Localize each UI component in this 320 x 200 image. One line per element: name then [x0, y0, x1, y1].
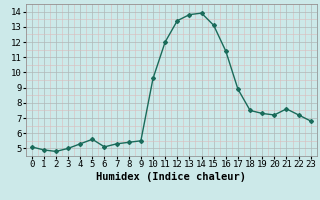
X-axis label: Humidex (Indice chaleur): Humidex (Indice chaleur): [96, 172, 246, 182]
